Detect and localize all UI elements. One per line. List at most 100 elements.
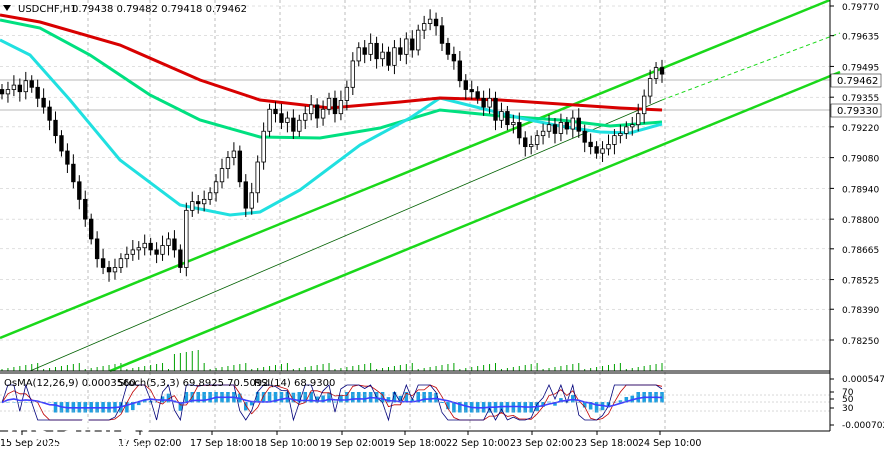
price-tick-label: 0.79495 bbox=[842, 63, 879, 73]
candle-body bbox=[29, 80, 34, 88]
candle-body bbox=[647, 78, 653, 97]
candle-body bbox=[11, 84, 17, 90]
candle-body bbox=[457, 60, 463, 82]
osma-bar bbox=[136, 402, 141, 406]
candle-body bbox=[207, 192, 213, 200]
osma-bar bbox=[53, 402, 58, 413]
candle-body bbox=[309, 104, 314, 115]
candle-body bbox=[540, 130, 546, 137]
price-tick-label: 0.79770 bbox=[842, 3, 879, 13]
candle-body bbox=[517, 122, 522, 139]
candle-body bbox=[505, 111, 510, 126]
candle-body bbox=[190, 201, 195, 211]
candle-body bbox=[469, 89, 474, 93]
candle-body bbox=[201, 198, 207, 205]
candle-body bbox=[398, 47, 403, 55]
candle-body bbox=[196, 201, 201, 205]
ma-green-line bbox=[0, 18, 663, 140]
osma-bar bbox=[594, 402, 599, 413]
candle-body bbox=[106, 267, 112, 273]
current-price-box bbox=[830, 73, 882, 88]
osma-bar bbox=[588, 402, 593, 410]
osma-bar bbox=[279, 392, 284, 403]
osma-bar bbox=[202, 392, 206, 403]
osma-bar bbox=[553, 402, 557, 406]
candle-body bbox=[172, 238, 177, 251]
candle-body bbox=[89, 218, 94, 240]
candle-body bbox=[641, 95, 647, 115]
candle-body bbox=[303, 113, 308, 121]
candle-body bbox=[499, 111, 504, 121]
osma-bar bbox=[208, 392, 212, 403]
candle-body bbox=[606, 144, 611, 150]
price-tick-label: 0.79220 bbox=[842, 124, 879, 134]
price-tick-label: 0.78525 bbox=[842, 277, 879, 287]
candle-body bbox=[475, 91, 480, 99]
osma-bar bbox=[356, 392, 361, 403]
osma-bar bbox=[458, 402, 462, 413]
candle-body bbox=[600, 148, 605, 154]
candle-body bbox=[374, 42, 379, 60]
candle-body bbox=[534, 135, 540, 145]
candle-body bbox=[445, 42, 451, 55]
candle-body bbox=[404, 38, 409, 55]
candle-body bbox=[261, 130, 266, 163]
time-tick-label: 19 Sep 02:00 bbox=[320, 438, 383, 449]
osma-bar bbox=[148, 400, 153, 403]
indicator-tick-label: 70 bbox=[842, 388, 854, 398]
osma-bar bbox=[404, 392, 409, 403]
trend-line bbox=[29, 99, 663, 372]
price-tick-label: 0.78940 bbox=[842, 185, 879, 195]
indicator-tick-label: 0.0005479 bbox=[842, 375, 884, 385]
candle-body bbox=[100, 258, 106, 268]
candle-body bbox=[481, 97, 486, 108]
candle-body bbox=[380, 51, 385, 60]
candle-body bbox=[5, 89, 11, 95]
candle-body bbox=[231, 150, 237, 159]
price-tick-label: 0.79080 bbox=[842, 155, 879, 165]
candle-body bbox=[35, 86, 40, 99]
osma-bar bbox=[303, 392, 308, 403]
indicator-tick-label: 50 bbox=[842, 395, 854, 405]
candle-body bbox=[659, 67, 665, 75]
candle-body bbox=[77, 181, 82, 200]
candle-body bbox=[285, 117, 290, 123]
candle-body bbox=[588, 141, 593, 148]
osma-bar bbox=[452, 402, 456, 413]
candle-body bbox=[297, 119, 302, 132]
collapse-triangle-icon[interactable] bbox=[3, 5, 11, 11]
candle-body bbox=[350, 60, 355, 88]
osma-label: OsMA(12,26,9) 0.0003560 bbox=[4, 378, 136, 389]
ma-level-label: 0.79330 bbox=[837, 106, 878, 117]
candle-body bbox=[410, 38, 415, 51]
candle-body bbox=[636, 113, 641, 126]
candle-body bbox=[487, 97, 492, 108]
osma-bar bbox=[398, 395, 403, 403]
candle-body bbox=[511, 122, 516, 126]
logo-tagline: Instant Forex Trading bbox=[46, 441, 150, 453]
osma-bar bbox=[333, 401, 337, 403]
candle-body bbox=[570, 117, 575, 130]
candle-body bbox=[451, 53, 457, 62]
osma-bar bbox=[440, 402, 444, 403]
osma-bar bbox=[18, 402, 22, 403]
price-tick-label: 0.78665 bbox=[842, 246, 879, 256]
candle-body bbox=[326, 97, 332, 110]
osma-bar bbox=[416, 392, 420, 403]
candle-body bbox=[112, 267, 118, 273]
osma-bar bbox=[541, 402, 545, 407]
time-tick-label: 19 Sep 18:00 bbox=[383, 438, 446, 449]
osma-bar bbox=[273, 392, 278, 403]
candle-body bbox=[576, 117, 581, 132]
osma-bar bbox=[244, 402, 248, 411]
time-tick-label: 18 Sep 10:00 bbox=[255, 438, 318, 449]
candle-body bbox=[320, 108, 326, 119]
rsi-label: RSI(14) 68.9300 bbox=[254, 378, 335, 389]
candle-body bbox=[154, 249, 159, 255]
osma-bar bbox=[125, 402, 129, 413]
osma-bar bbox=[392, 392, 397, 403]
candle-body bbox=[463, 80, 468, 90]
stoch-main-line bbox=[1, 383, 663, 422]
